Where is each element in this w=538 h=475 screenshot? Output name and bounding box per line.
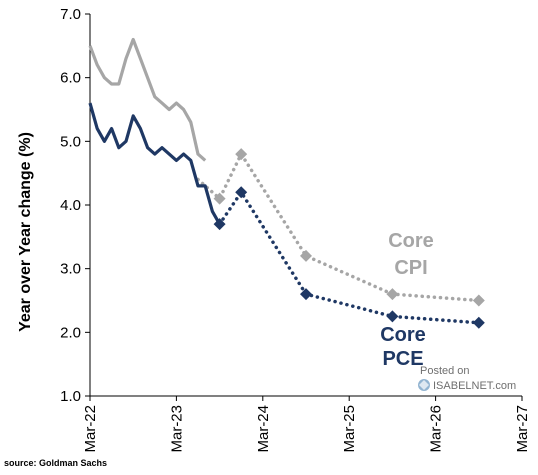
y-axis-label: Year over Year change (%) xyxy=(17,132,34,332)
x-tick-label: Mar-26 xyxy=(428,405,445,453)
core-cpi-forecast-marker xyxy=(472,294,485,307)
y-tick-label: 3.0 xyxy=(60,261,81,278)
x-tick-label: Mar-24 xyxy=(255,405,272,453)
x-tick-label: Mar-25 xyxy=(341,405,358,453)
x-axis-ticks: Mar-22 Mar-23 Mar-24 Mar-25 Mar-26 Mar-27 xyxy=(82,396,531,453)
y-axis-ticks: 1.0 2.0 3.0 4.0 5.0 6.0 7.0 xyxy=(60,6,90,405)
core-pce-forecast-marker xyxy=(300,288,312,301)
axes xyxy=(89,14,522,397)
core-cpi-forecast-marker xyxy=(213,192,226,205)
y-tick-label: 1.0 xyxy=(60,388,81,405)
watermark-line-1: Posted on xyxy=(420,365,470,377)
y-tick-label: 4.0 xyxy=(60,197,81,214)
watermark: Posted on ISABELNET.com xyxy=(418,365,516,392)
y-tick-label: 5.0 xyxy=(60,133,81,150)
core-pce-label-line-2: PCE xyxy=(382,348,423,370)
y-tick-label: 6.0 xyxy=(60,70,81,87)
core-pce-forecast-line xyxy=(217,189,481,325)
watermark-logo-icon xyxy=(418,379,430,391)
core-cpi-label-line-2: CPI xyxy=(394,257,427,279)
core-pce-historical-line xyxy=(88,102,221,225)
series-layer xyxy=(88,37,485,329)
x-tick-label: Mar-22 xyxy=(82,405,99,453)
x-tick-label: Mar-27 xyxy=(514,405,531,453)
y-tick-label: 7.0 xyxy=(60,6,81,23)
source-note: source: Goldman Sachs xyxy=(4,458,108,468)
core-cpi-forecast-marker xyxy=(386,288,399,301)
core-pce-forecast-marker xyxy=(472,316,485,329)
core-pce-forecast-marker xyxy=(235,186,248,199)
core-cpi-forecast-marker xyxy=(235,148,248,161)
core-pce-forecast-marker xyxy=(213,218,226,231)
y-tick-label: 2.0 xyxy=(60,324,81,341)
core-pce-label-line-1: Core xyxy=(380,324,426,346)
x-tick-label: Mar-23 xyxy=(168,405,185,453)
core-cpi-forecast-marker xyxy=(300,249,312,262)
core-pce-forecast-marker xyxy=(386,310,399,323)
core-cpi-forecast-line xyxy=(196,150,481,303)
core-cpi-historical-line xyxy=(88,37,207,162)
watermark-line-2: ISABELNET.com xyxy=(433,380,516,392)
core-cpi-label-line-1: Core xyxy=(388,230,434,252)
